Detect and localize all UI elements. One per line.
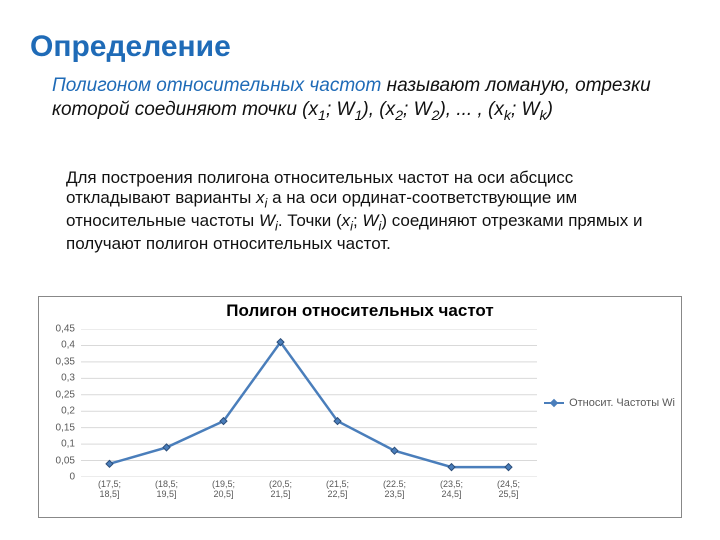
chart-grid bbox=[81, 329, 537, 477]
explanation-text: Для построения полигона относительных ча… bbox=[66, 168, 666, 254]
chart-legend: Относит. Частоты Wi bbox=[544, 397, 675, 409]
page-title: Определение bbox=[30, 30, 231, 64]
definition-highlight: Полигоном относительных частот bbox=[52, 75, 381, 96]
chart-x-axis-labels: (17,5;18,5](18,5;19,5](19,5;20,5](20,5;2… bbox=[81, 480, 537, 516]
chart-y-axis-labels: 00,050,10,150,20,250,30,350,40,45 bbox=[41, 329, 79, 477]
legend-swatch bbox=[544, 402, 564, 405]
chart-markers bbox=[106, 339, 512, 471]
chart-title: Полигон относительных частот bbox=[39, 301, 681, 321]
legend-label: Относит. Частоты Wi bbox=[569, 397, 675, 409]
frequency-polygon-chart: Полигон относительных частот 00,050,10,1… bbox=[38, 296, 682, 518]
definition-text: Полигоном относительных частот называют … bbox=[52, 74, 672, 125]
chart-plot-area bbox=[81, 329, 537, 477]
